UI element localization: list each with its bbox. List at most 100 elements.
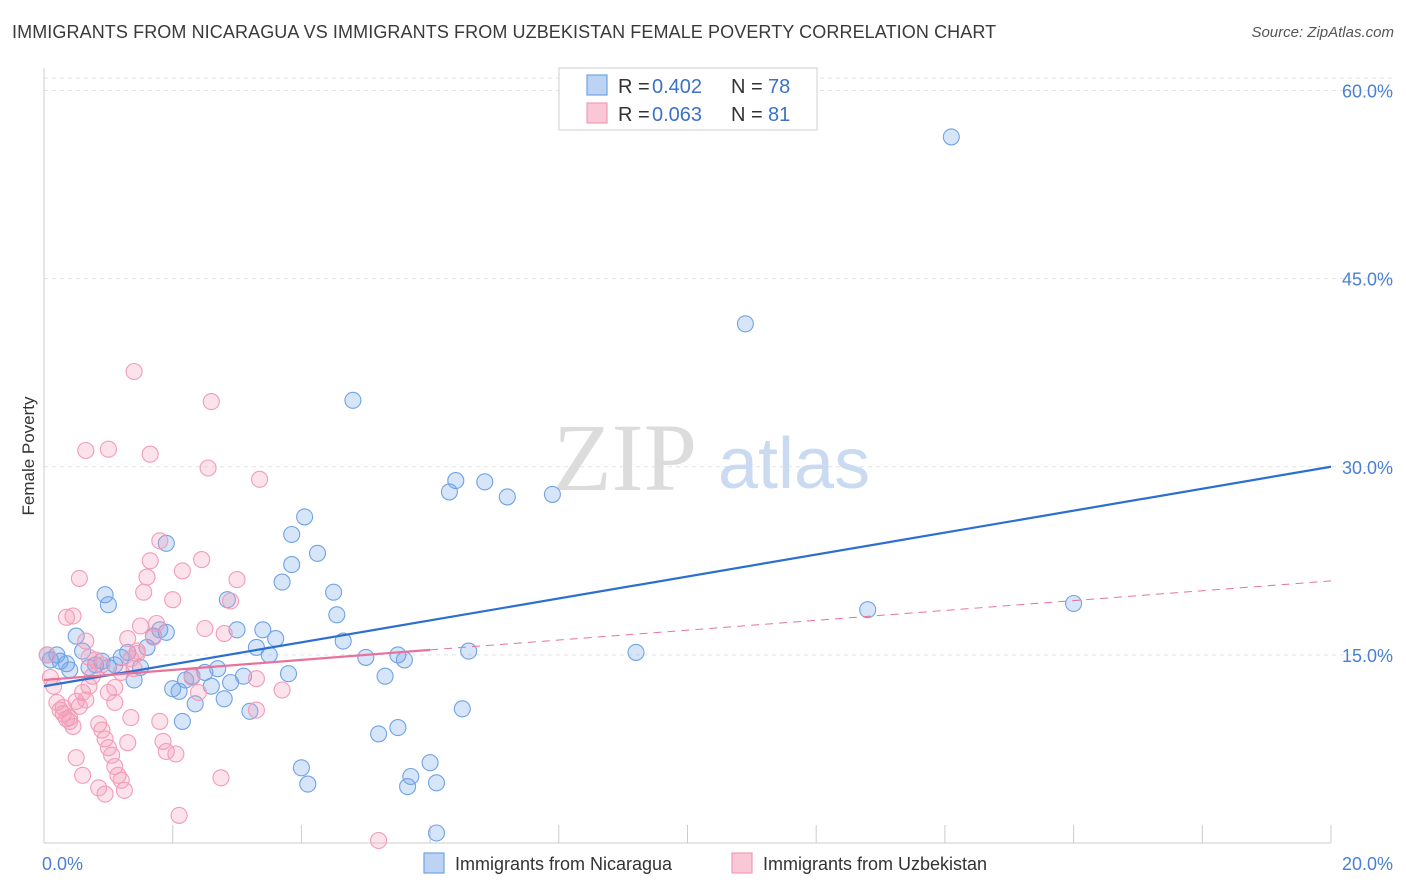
point-nicaragua <box>283 556 301 574</box>
point-uzbekistan <box>222 592 240 610</box>
legend-n-label: N = <box>731 104 763 126</box>
y-tick-label: 45.0% <box>1342 270 1393 290</box>
x-tick-label-max: 20.0% <box>1342 854 1393 874</box>
point-uzbekistan <box>128 642 146 660</box>
source-credit: Source: ZipAtlas.com <box>1251 24 1394 41</box>
point-uzbekistan <box>170 806 188 824</box>
point-nicaragua <box>299 775 317 793</box>
legend-swatch-uzbekistan <box>586 102 608 124</box>
point-nicaragua <box>96 586 114 604</box>
point-nicaragua <box>399 778 417 796</box>
point-uzbekistan <box>135 583 153 601</box>
legend-r-label: R = <box>618 104 650 126</box>
point-uzbekistan <box>106 757 124 776</box>
legend-r-value: 0.402 <box>652 76 702 98</box>
point-uzbekistan <box>215 625 233 643</box>
trend-line-uzbekistan-extension <box>430 580 1332 651</box>
point-uzbekistan <box>99 440 117 458</box>
point-nicaragua <box>627 643 645 661</box>
point-uzbekistan <box>80 648 98 666</box>
point-uzbekistan <box>106 678 124 697</box>
bottom-legend-label-uzbekistan: Immigrants from Uzbekistan <box>763 854 987 874</box>
point-uzbekistan <box>141 552 159 570</box>
point-uzbekistan <box>167 745 185 763</box>
point-uzbekistan <box>115 781 133 799</box>
point-nicaragua <box>283 525 301 544</box>
point-uzbekistan <box>164 591 182 609</box>
point-uzbekistan <box>61 709 79 727</box>
point-uzbekistan <box>77 691 95 709</box>
bottom-legend-swatch-uzbekistan <box>731 852 753 874</box>
point-nicaragua <box>67 627 85 645</box>
point-uzbekistan <box>119 630 137 648</box>
point-uzbekistan <box>144 628 162 646</box>
point-nicaragua <box>267 630 285 648</box>
point-nicaragua <box>421 754 439 772</box>
point-uzbekistan <box>70 569 88 587</box>
point-nicaragua <box>173 712 191 730</box>
point-nicaragua <box>427 824 446 842</box>
point-uzbekistan <box>228 571 246 589</box>
point-uzbekistan <box>202 393 220 411</box>
trend-lines <box>43 465 1332 688</box>
point-uzbekistan <box>93 721 111 739</box>
legend-n-value: 78 <box>768 76 790 98</box>
point-nicaragua <box>157 623 175 641</box>
y-tick-label: 15.0% <box>1342 646 1393 666</box>
point-uzbekistan <box>251 470 269 488</box>
point-nicaragua <box>736 315 754 333</box>
correlation-legend: R = 0.402 N = 78 R = 0.063 N = 81 <box>558 67 818 131</box>
point-uzbekistan <box>148 614 166 633</box>
point-nicaragua <box>325 583 343 601</box>
point-uzbekistan <box>77 632 95 650</box>
watermark-zip: ZIP <box>553 404 697 511</box>
point-uzbekistan <box>77 441 95 460</box>
point-nicaragua <box>1065 594 1083 613</box>
point-uzbekistan <box>119 734 137 752</box>
point-uzbekistan <box>151 712 169 730</box>
point-uzbekistan <box>157 742 175 761</box>
point-uzbekistan <box>57 608 76 626</box>
point-uzbekistan <box>112 771 130 789</box>
point-nicaragua <box>279 665 298 683</box>
tick-labels: 15.0% 30.0% 45.0% 60.0% 0.0% 20.0% <box>42 82 1393 874</box>
point-nicaragua <box>273 573 291 591</box>
point-uzbekistan <box>154 732 172 750</box>
point-nicaragua <box>292 759 310 777</box>
point-nicaragua <box>498 488 516 506</box>
point-uzbekistan <box>273 681 291 699</box>
x-tick-label-min: 0.0% <box>42 854 83 874</box>
point-nicaragua <box>370 725 388 743</box>
point-uzbekistan <box>90 779 108 797</box>
point-nicaragua <box>334 632 352 650</box>
point-nicaragua <box>215 690 233 708</box>
point-nicaragua <box>328 606 346 624</box>
point-uzbekistan <box>96 730 114 748</box>
point-uzbekistan <box>103 746 121 764</box>
point-nicaragua <box>254 621 272 639</box>
point-nicaragua <box>476 473 494 491</box>
point-uzbekistan <box>370 831 388 850</box>
series-legend: Immigrants from Nicaragua Immigrants fro… <box>423 852 987 874</box>
point-nicaragua <box>308 544 327 562</box>
legend-r-value: 0.063 <box>652 104 702 126</box>
point-uzbekistan <box>138 568 156 586</box>
point-uzbekistan <box>109 766 127 784</box>
point-nicaragua <box>234 667 253 685</box>
point-uzbekistan <box>93 656 111 674</box>
chart-title: IMMIGRANTS FROM NICARAGUA VS IMMIGRANTS … <box>12 22 997 42</box>
y-tick-label: 60.0% <box>1342 82 1393 102</box>
point-nicaragua <box>859 601 877 619</box>
point-uzbekistan <box>106 693 124 712</box>
point-nicaragua <box>942 128 960 146</box>
point-uzbekistan <box>64 607 82 625</box>
point-nicaragua <box>402 767 420 786</box>
point-nicaragua <box>357 648 375 666</box>
point-nicaragua <box>209 660 227 678</box>
point-uzbekistan <box>212 769 230 787</box>
point-nicaragua <box>460 642 478 660</box>
legend-swatch-nicaragua <box>586 74 608 96</box>
point-uzbekistan <box>131 617 150 635</box>
y-axis-title: Female Poverty <box>19 396 38 516</box>
